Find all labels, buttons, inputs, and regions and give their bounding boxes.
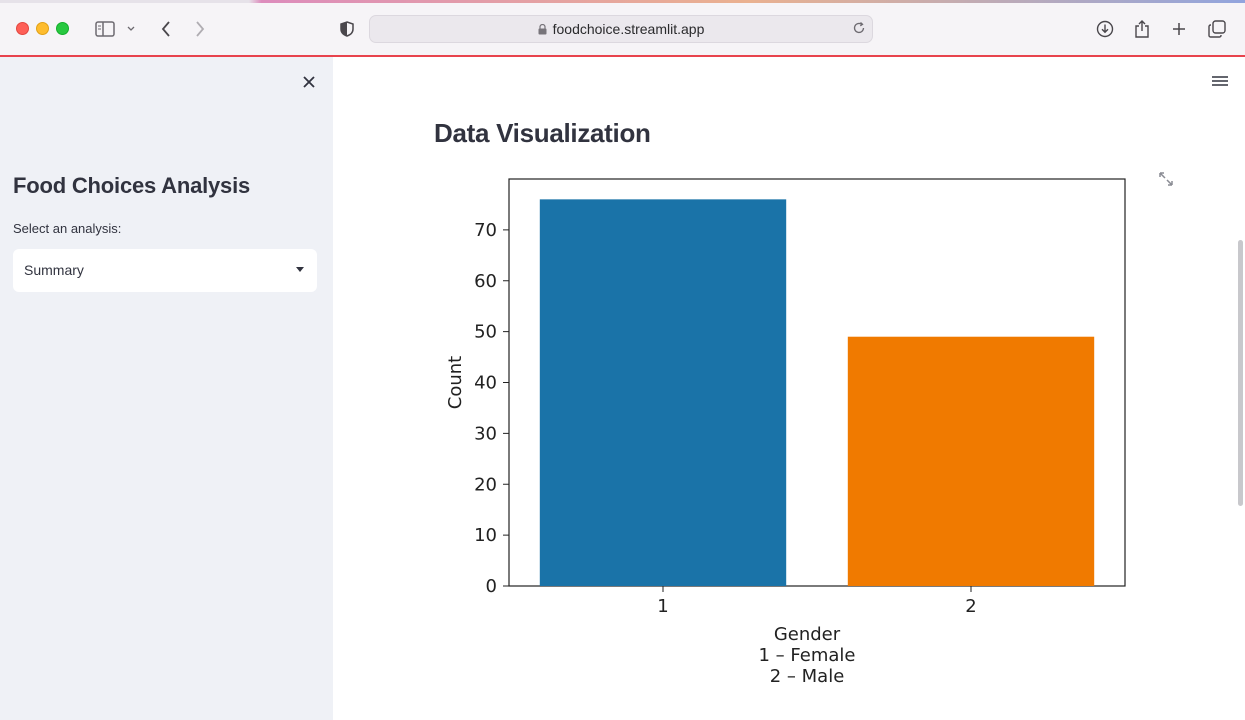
sidebar-toggle-icon[interactable] <box>94 16 116 42</box>
close-icon <box>303 76 315 88</box>
x-tick-label: 2 <box>965 596 976 617</box>
main-content: Data Visualization 0 10 20 30 40 50 60 70 1 2 Co… <box>333 57 1245 720</box>
url-text: foodchoice.streamlit.app <box>552 21 705 37</box>
shield-icon[interactable] <box>337 16 357 42</box>
y-tick-label: 30 <box>474 423 497 444</box>
y-tick-label: 20 <box>474 474 497 495</box>
sidebar-title: Food Choices Analysis <box>13 173 251 198</box>
y-tick-label: 70 <box>474 220 497 241</box>
toolbar-accent <box>0 0 1245 3</box>
new-tab-icon[interactable] <box>1169 16 1189 42</box>
back-icon[interactable] <box>156 16 176 42</box>
y-tick-label: 40 <box>474 373 497 394</box>
bar-1 <box>539 199 787 586</box>
y-tick-label: 0 <box>486 576 497 597</box>
browser-toolbar: foodchoice.streamlit.app <box>0 0 1245 57</box>
scrollbar[interactable] <box>1238 240 1243 506</box>
x-axis-label-line: 1 – Female <box>759 645 856 666</box>
caret-down-icon <box>296 267 304 272</box>
reload-icon[interactable] <box>852 21 866 40</box>
x-axis-label-line: Gender <box>774 624 841 645</box>
share-icon[interactable] <box>1132 16 1152 42</box>
analysis-select-value: Summary <box>24 262 84 278</box>
bar-2 <box>847 336 1095 586</box>
y-tick-label: 10 <box>474 525 497 546</box>
y-tick-label: 60 <box>474 271 497 292</box>
analysis-select-label: Select an analysis: <box>13 221 122 236</box>
chevron-down-icon[interactable] <box>124 16 138 42</box>
forward-icon[interactable] <box>190 16 210 42</box>
download-icon[interactable] <box>1095 16 1115 42</box>
page-title: Data Visualization <box>434 118 651 148</box>
minimize-window-button[interactable] <box>36 22 49 35</box>
tab-overview-icon[interactable] <box>1206 16 1228 42</box>
y-axis-label: Count <box>445 356 466 409</box>
close-window-button[interactable] <box>16 22 29 35</box>
y-tick-label: 50 <box>474 322 497 343</box>
address-bar[interactable]: foodchoice.streamlit.app <box>369 15 873 43</box>
fullscreen-icon[interactable] <box>1157 170 1175 188</box>
lock-icon <box>538 23 547 34</box>
x-tick-label: 1 <box>657 596 668 617</box>
maximize-window-button[interactable] <box>56 22 69 35</box>
close-sidebar-button[interactable] <box>296 71 322 93</box>
hamburger-menu-icon[interactable] <box>1210 73 1230 89</box>
sidebar: Food Choices Analysis Select an analysis… <box>0 57 333 720</box>
analysis-select[interactable]: Summary <box>13 249 317 292</box>
x-axis-label-line: 2 – Male <box>770 666 845 687</box>
